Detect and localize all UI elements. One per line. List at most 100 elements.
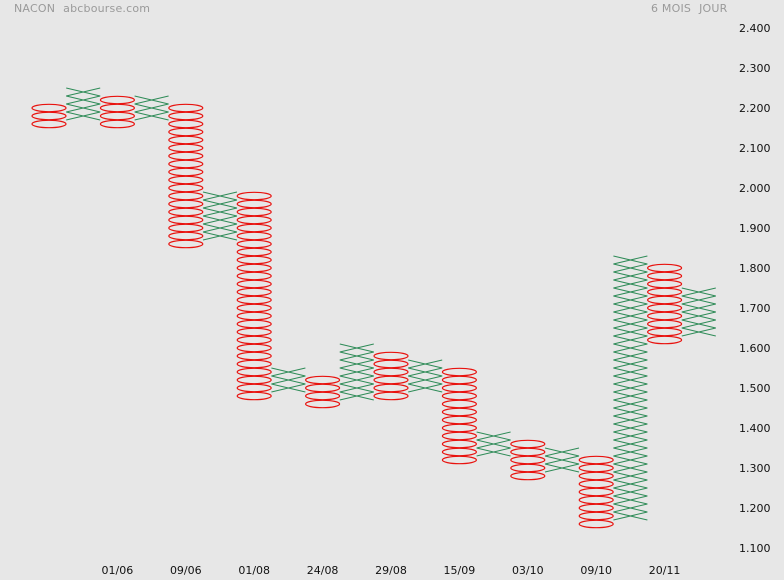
o-mark [236,319,272,329]
y-tick-label: 2.000 [739,182,771,195]
o-mark [441,367,477,377]
y-tick-label: 1.400 [739,422,771,435]
x-mark [613,255,648,265]
o-mark [441,383,477,393]
o-mark [305,391,341,401]
o-mark [578,519,614,529]
o-mark [578,479,614,489]
y-tick-label: 1.100 [739,542,771,555]
o-mark [578,471,614,481]
o-mark [236,223,272,233]
x-mark [544,463,580,473]
y-tick-label: 1.600 [739,342,771,355]
o-mark [168,223,204,233]
x-mark [202,199,238,209]
o-mark [168,127,204,137]
o-mark [510,463,546,473]
x-mark [408,375,443,385]
o-mark [441,399,477,409]
x-mark [202,215,238,225]
y-tick-label: 2.300 [739,62,771,75]
x-mark [202,207,238,217]
o-mark [578,487,614,497]
x-mark [613,415,648,425]
period-label: 6 MOIS [651,2,692,15]
source-name: abcbourse.com [63,2,151,15]
x-mark [613,511,648,521]
x-mark [476,439,511,449]
o-mark [236,383,272,393]
x-column [613,255,648,521]
x-tick-label: 01/08 [238,564,270,577]
o-mark [646,279,683,289]
x-mark [339,383,374,393]
o-mark [373,359,409,369]
o-mark [168,183,204,193]
o-mark [168,159,204,169]
o-mark [168,191,204,201]
x-mark [613,351,648,361]
o-mark [236,391,272,401]
o-mark [236,263,272,273]
x-mark [613,479,648,489]
chart-header-right: 6 MOIS JOUR [651,2,727,15]
x-mark [613,367,648,377]
o-mark [441,391,477,401]
o-mark [441,415,477,425]
x-mark [613,311,648,321]
x-mark [613,263,648,273]
o-mark [646,335,683,345]
x-mark [339,367,374,377]
x-mark [613,287,648,297]
x-column [408,359,443,393]
x-mark [339,359,374,369]
x-mark [339,391,374,401]
x-mark [544,447,580,457]
o-column [578,455,614,529]
x-mark [613,271,648,281]
o-mark [441,375,477,385]
x-mark [134,95,169,105]
x-mark [202,191,238,201]
x-column [681,287,716,337]
x-mark [613,503,648,513]
x-tick-label: 09/10 [580,564,612,577]
o-mark [646,295,683,305]
o-mark [236,375,272,385]
x-tick-label: 24/08 [307,564,339,577]
x-mark [339,343,374,353]
o-mark [441,439,477,449]
x-mark [681,303,716,313]
x-mark [66,103,101,113]
x-mark [681,287,716,297]
x-mark [408,367,443,377]
x-mark [476,431,511,441]
chart-header-left: NACON abcbourse.com [14,2,150,15]
y-tick-label: 1.500 [739,382,771,395]
o-column [99,95,136,129]
o-mark [168,103,204,113]
x-column [134,95,169,121]
o-mark [168,151,204,161]
o-mark [305,375,341,385]
o-mark [168,215,204,225]
y-tick-label: 1.300 [739,462,771,475]
x-column [202,191,238,241]
o-mark [578,495,614,505]
o-mark [236,351,272,361]
x-mark [66,111,101,121]
x-mark [544,455,580,465]
o-mark [168,143,204,153]
y-tick-label: 1.900 [739,222,771,235]
o-mark [236,359,272,369]
y-tick-label: 1.800 [739,262,771,275]
y-tick-label: 2.200 [739,102,771,115]
o-mark [578,455,614,465]
o-column [168,103,204,249]
o-mark [236,327,272,337]
x-mark [66,87,101,97]
x-mark [613,375,648,385]
o-mark [168,231,204,241]
